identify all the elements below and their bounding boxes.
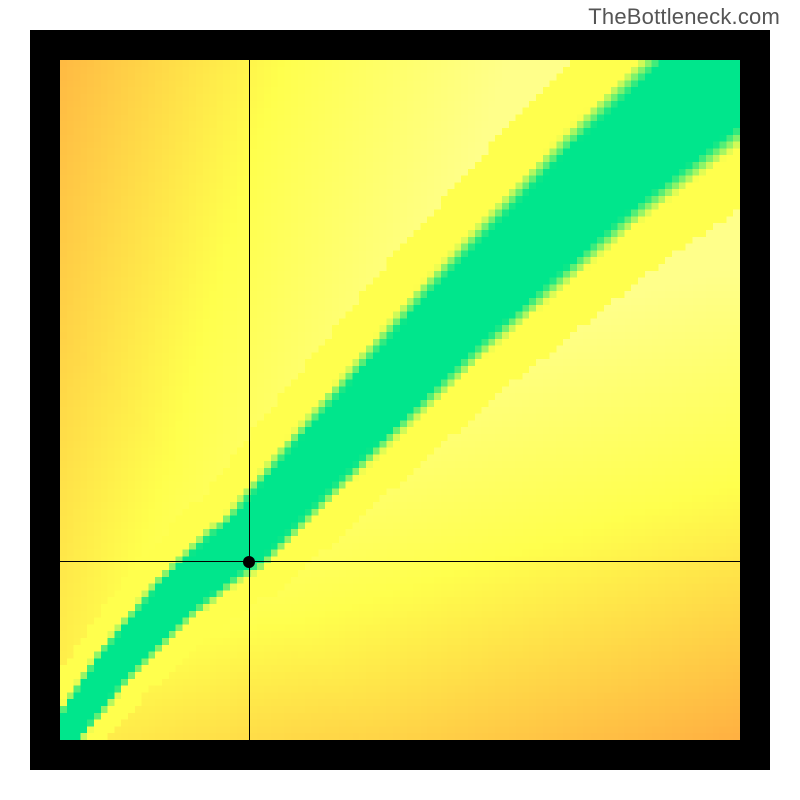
selection-marker bbox=[243, 556, 255, 568]
bottleneck-heatmap bbox=[60, 60, 740, 740]
root: TheBottleneck.com bbox=[0, 0, 800, 800]
crosshair-horizontal bbox=[60, 561, 740, 562]
crosshair-vertical bbox=[249, 60, 250, 740]
watermark-text: TheBottleneck.com bbox=[588, 4, 780, 30]
chart-frame bbox=[30, 30, 770, 770]
